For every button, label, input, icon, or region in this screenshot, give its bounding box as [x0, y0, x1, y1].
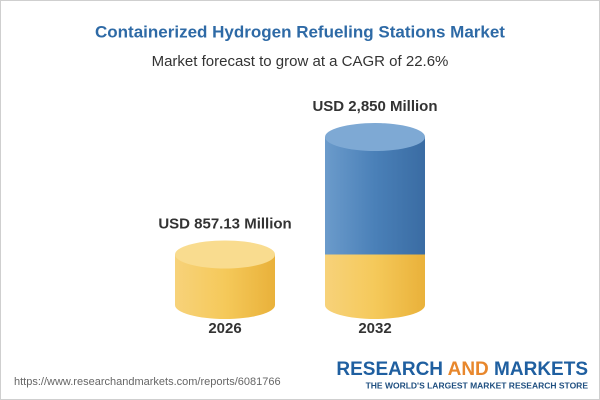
chart-subtitle: Market forecast to grow at a CAGR of 22.… — [152, 53, 449, 70]
cylinder-top — [325, 123, 425, 151]
x-tick-label: 2026 — [208, 320, 241, 337]
cylinder-top — [175, 240, 275, 269]
value-label: USD 857.13 Million — [158, 215, 291, 232]
chart-title: Containerized Hydrogen Refueling Station… — [95, 22, 505, 41]
source-url: https://www.researchandmarkets.com/repor… — [14, 376, 281, 388]
x-tick-label: 2032 — [358, 320, 391, 337]
brand-part: RESEARCH — [336, 359, 443, 380]
value-label: USD 2,850 Million — [312, 98, 437, 115]
cylinder-body — [175, 254, 275, 319]
cylinder — [175, 240, 275, 319]
brand-name: RESEARCH AND MARKETS — [336, 359, 588, 380]
cylinder-upper — [325, 137, 425, 269]
cylinder — [325, 123, 425, 319]
brand-part: MARKETS — [494, 359, 588, 380]
brand-part: AND — [448, 359, 489, 380]
cylinder-base — [325, 254, 425, 319]
brand-tagline: THE WORLD'S LARGEST MARKET RESEARCH STOR… — [366, 380, 589, 390]
